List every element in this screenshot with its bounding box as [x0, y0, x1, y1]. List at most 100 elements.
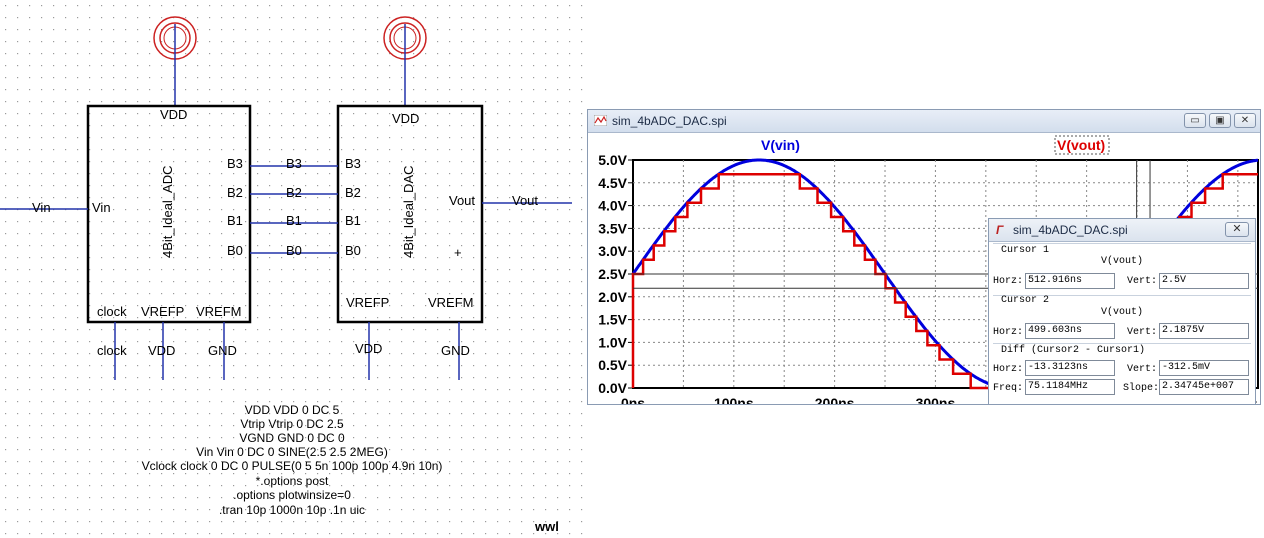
diff-heading: Diff (Cursor2 - Cursor1)	[1001, 345, 1146, 356]
cursor2-horz-field[interactable]: 499.603ns	[1025, 323, 1115, 339]
diff-vert-label: Vert:	[1127, 364, 1158, 375]
y-tick-label: 0.0V	[598, 380, 627, 396]
dac-pin-b2: B2	[345, 185, 361, 200]
axis-ticks: 0ns100ns200ns300ns400ns500ns600ns0.0V0.5…	[598, 152, 1258, 404]
adc-pin-vin: Vin	[92, 200, 111, 215]
trace-label-vout[interactable]: V(vout)	[1057, 137, 1105, 153]
x-tick-label: 200ns	[815, 395, 855, 404]
y-tick-label: 2.5V	[598, 266, 627, 282]
cursor2-vert-field[interactable]: 2.1875V	[1159, 323, 1249, 339]
adc-pin-b3: B3	[227, 156, 243, 171]
cursor2-horz-label: Horz:	[993, 327, 1024, 338]
dac-block[interactable]	[336, 104, 484, 324]
net-label-gnd-1[interactable]: GND	[208, 343, 237, 358]
cursor-dialog[interactable]: Γ sim_4bADC_DAC.spi ✕ Cursor 1 V(vout) H…	[988, 218, 1256, 405]
close-button[interactable]: ✕	[1234, 113, 1256, 128]
trace-label-vin[interactable]: V(vin)	[761, 137, 800, 153]
diff-slope-field[interactable]: 2.34745e+007	[1159, 379, 1249, 395]
x-tick-label: 100ns	[714, 395, 754, 404]
waveform-titlebar[interactable]: sim_4bADC_DAC.spi ▭ ▣ ✕	[588, 110, 1260, 133]
adc-pin-b2: B2	[227, 185, 243, 200]
net-label-b3[interactable]: B3	[286, 156, 302, 171]
y-tick-label: 1.0V	[598, 334, 627, 350]
waveform-app-icon	[594, 115, 607, 126]
y-tick-label: 2.0V	[598, 289, 627, 305]
cursor-dialog-titlebar[interactable]: Γ sim_4bADC_DAC.spi ✕	[989, 219, 1255, 242]
y-tick-label: 3.5V	[598, 220, 627, 236]
adc-pin-vdd: VDD	[160, 107, 187, 122]
spice-line: Vin Vin 0 DC 0 SINE(2.5 2.5 2MEG)	[196, 445, 388, 459]
dac-pin-vdd: VDD	[392, 111, 419, 126]
diff-freq-field[interactable]: 75.1184MHz	[1025, 379, 1115, 395]
diff-horz-label: Horz:	[993, 364, 1024, 375]
cursor1-group	[993, 243, 1251, 294]
schematic-canvas[interactable]: VDD 4Bit_Ideal_ADC Vin B3 B2 B1 B0 clock…	[0, 0, 590, 538]
vdd-source-symbol-1[interactable]	[153, 16, 197, 106]
dac-name: 4Bit_Ideal_DAC	[401, 166, 416, 259]
net-label-clock[interactable]: clock	[97, 343, 127, 358]
cursor1-trace: V(vout)	[1101, 256, 1144, 267]
spice-line: Vtrip Vtrip 0 DC 2.5	[240, 417, 344, 431]
adc-pin-vrefm: VREFM	[196, 304, 242, 319]
adc-pin-b1: B1	[227, 213, 243, 228]
adc-pin-clock: clock	[97, 304, 127, 319]
dac-pin-vrefp: VREFP	[346, 295, 389, 310]
restore-button[interactable]: ▣	[1209, 113, 1231, 128]
net-label-b0[interactable]: B0	[286, 243, 302, 258]
spice-directives[interactable]: VDD VDD 0 DC 5 Vtrip Vtrip 0 DC 2.5 VGND…	[142, 403, 443, 517]
adc-pin-b0: B0	[227, 243, 243, 258]
cursor1-heading: Cursor 1	[1001, 245, 1050, 256]
y-tick-label: 4.5V	[598, 175, 627, 191]
cursor2-vert-label: Vert:	[1127, 327, 1158, 338]
cursor1-horz-field[interactable]: 512.916ns	[1025, 273, 1115, 289]
net-label-vdd-1[interactable]: VDD	[148, 343, 175, 358]
cursor-dialog-title: sim_4bADC_DAC.spi	[1013, 223, 1128, 237]
net-label-vdd-2[interactable]: VDD	[355, 341, 382, 356]
net-label-gnd-2[interactable]: GND	[441, 343, 470, 358]
adc-pin-vrefp: VREFP	[141, 304, 184, 319]
spice-line: VDD VDD 0 DC 5	[245, 403, 340, 417]
x-tick-label: 0ns	[621, 395, 645, 404]
waveform-window[interactable]: sim_4bADC_DAC.spi ▭ ▣ ✕ V(vin) V(vout) 0…	[587, 109, 1261, 405]
cursor1-vert-field[interactable]: 2.5V	[1159, 273, 1249, 289]
net-label-vin[interactable]: Vin	[32, 200, 51, 215]
spice-line: VGND GND 0 DC 0	[239, 431, 345, 445]
cursor1-vert-label: Vert:	[1127, 276, 1158, 287]
dac-pin-b0: B0	[345, 243, 361, 258]
net-label-b1[interactable]: B1	[286, 213, 302, 228]
net-label-vout[interactable]: Vout	[512, 193, 538, 208]
dac-pin-vrefm: VREFM	[428, 295, 474, 310]
waveform-title: sim_4bADC_DAC.spi	[612, 114, 727, 128]
diff-vert-field[interactable]: -312.5mV	[1159, 360, 1249, 376]
cursor1-horz-label: Horz:	[993, 276, 1024, 287]
y-tick-label: 3.0V	[598, 243, 627, 259]
cursor-app-icon: Γ	[996, 223, 1004, 237]
y-tick-label: 0.5V	[598, 357, 627, 373]
signature-text: wwl	[534, 519, 559, 534]
diff-freq-label: Freq:	[993, 383, 1024, 394]
adc-block[interactable]	[86, 104, 252, 324]
cursor-close-button[interactable]: ✕	[1225, 222, 1249, 237]
schematic-grid	[0, 0, 590, 538]
net-label-b2[interactable]: B2	[286, 185, 302, 200]
minimize-button[interactable]: ▭	[1184, 113, 1206, 128]
dac-pin-b1: B1	[345, 213, 361, 228]
y-tick-label: 1.5V	[598, 312, 627, 328]
diff-group	[993, 343, 1251, 344]
x-tick-label: 300ns	[916, 395, 956, 404]
y-tick-label: 5.0V	[598, 152, 627, 168]
vdd-source-symbol-2[interactable]	[383, 16, 427, 106]
diff-horz-field[interactable]: -13.3123ns	[1025, 360, 1115, 376]
wires[interactable]	[0, 165, 572, 380]
dac-pin-vout: Vout	[449, 193, 475, 208]
spice-line: Vclock clock 0 DC 0 PULSE(0 5 5n 100p 10…	[142, 459, 443, 473]
cursor2-group	[993, 295, 1251, 296]
spice-line: *.options post	[256, 474, 329, 488]
spice-line: .tran 10p 1000n 10p .1n uic	[219, 503, 365, 517]
cursor2-heading: Cursor 2	[1001, 295, 1050, 306]
adc-name: 4Bit_Ideal_ADC	[160, 166, 175, 259]
dac-pin-b3: B3	[345, 156, 361, 171]
cursor2-trace: V(vout)	[1101, 307, 1144, 318]
y-tick-label: 4.0V	[598, 198, 627, 214]
diff-slope-label: Slope:	[1123, 383, 1160, 394]
